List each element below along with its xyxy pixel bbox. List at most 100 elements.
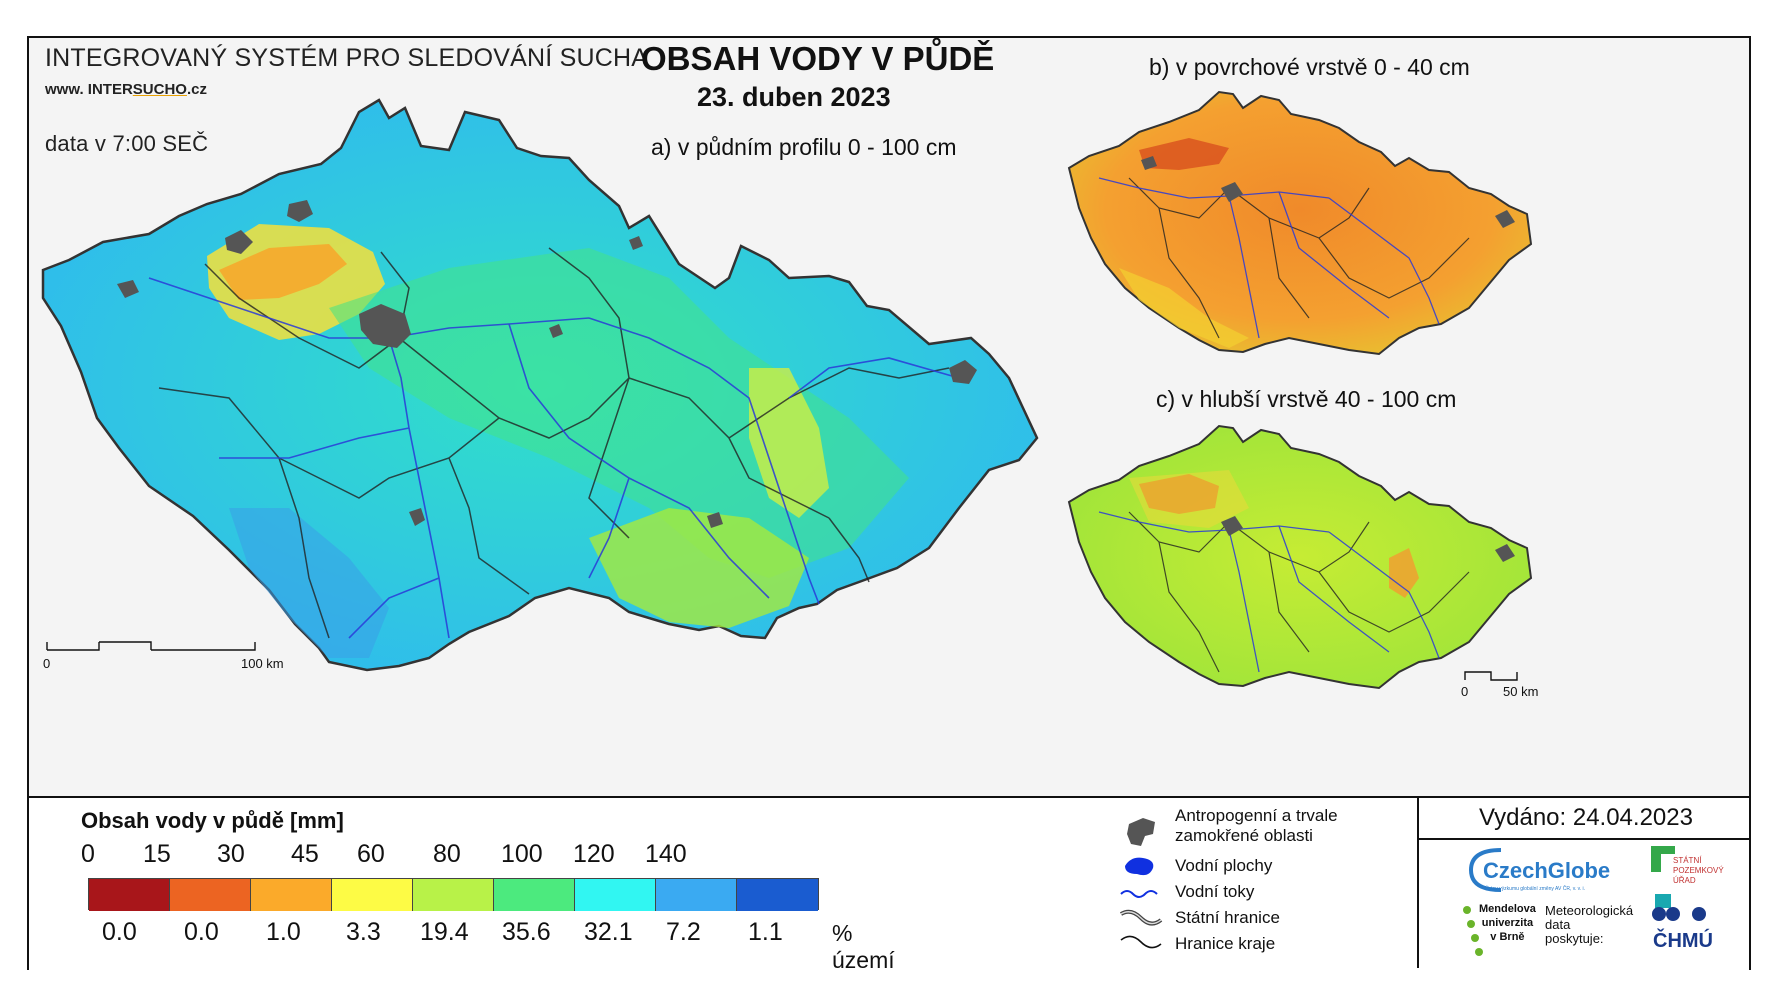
panel-b-map [1067,90,1533,356]
legend-swatch-7 [656,879,737,911]
region-border-icon [1120,935,1162,949]
green-zone-south [589,508,809,628]
mendelu-logo-icon [1463,906,1483,956]
legend-title: Obsah vody v půdě [mm] [81,808,344,833]
legend-percent-row: 0.0 0.0 1.0 3.3 19.4 35.6 32.1 7.2 1.1 %… [88,918,895,973]
rivers-b [1098,177,1440,339]
legend-swatch-8 [737,879,818,911]
chmu-logo-text: ČHMÚ [1653,930,1713,952]
legend-percent: 1.0 [266,918,301,946]
panel-b-label: b) v povrchové vrstvě 0 - 40 cm [1149,54,1470,80]
anthropogenic-area-icon [1127,818,1155,846]
anthropogenic-areas-b [1141,156,1515,228]
scalebar-main-zero: 0 [43,656,51,671]
region-borders-b [1128,177,1470,339]
mendelu-logo-text: Mendelova univerzita v Brně [1479,902,1536,944]
legend-panel: Obsah vody v půdě [mm] 0 15 30 45 60 80 … [29,796,1749,973]
website-link[interactable]: www. INTERSUCHO.cz [45,81,207,98]
website-suffix: .cz [186,81,207,98]
region-borders-c [1128,511,1470,673]
legend-color-bar [88,878,819,911]
moderate-zone-central [329,248,909,578]
legend-swatch-2 [251,879,332,911]
legend-break: 30 [217,840,245,868]
legend-percent: 3.3 [346,918,381,946]
very-dry-zone [219,244,347,300]
spu-logo-text: STÁTNÍ POZEMKOVÝ ÚŘAD [1673,856,1724,886]
legend-percent: 19.4 [420,918,469,946]
legend-break: 80 [433,840,461,868]
legend-break: 45 [291,840,319,868]
panel-a-label: a) v půdním profilu 0 - 100 cm [651,134,957,160]
country-outline-b [1067,90,1533,356]
mendel-line1: Mendelova [1479,903,1536,915]
symbol-legend-icons [1119,818,1163,949]
legend-break: 15 [143,840,171,868]
legend-percent: 0.0 [102,918,137,946]
water-body-icon [1125,857,1154,876]
country-outline-c [1067,424,1533,690]
czechglobe-tagline: Ústav výzkumu globální změny AV ČR, v. v… [1485,886,1586,892]
blue-zone-southwest [229,508,389,658]
legend-break: 0 [81,840,95,868]
meteo-line2: data [1545,917,1571,932]
mendel-line2: univerzita [1481,917,1534,929]
legend-break: 60 [357,840,385,868]
scalebar-main [46,641,256,651]
legend-swatch-1 [170,879,251,911]
spu-line3: ÚŘAD [1673,876,1696,885]
anthropogenic-areas-a [117,200,977,528]
issuer-divider [1419,838,1749,840]
legend-swatch-6 [575,879,656,911]
issued-date: Vydáno: 24.04.2023 [1479,804,1693,831]
rivers-c [1098,511,1440,673]
chmu-logo-icon [1652,907,1706,921]
legend-percent: 0.0 [184,918,219,946]
meteo-line1: Meteorologická [1545,903,1634,918]
panel-c-label: c) v hlubší vrstvě 40 - 100 cm [1156,386,1457,412]
legend-swatch-0 [89,879,170,911]
panel-b-deep-orange [1139,138,1229,170]
anthropogenic-areas-c [1221,516,1515,562]
legend-break: 120 [573,840,615,868]
system-title: INTEGROVANÝ SYSTÉM PRO SLEDOVÁNÍ SUCHA [45,44,649,72]
map-area: INTEGROVANÝ SYSTÉM PRO SLEDOVÁNÍ SUCHA w… [29,38,1749,796]
website-highlight: SUCHO [132,81,187,98]
spu-logo-icon [1651,846,1675,908]
legend-breaks: 0 15 30 45 60 80 100 120 140 [81,840,761,870]
scalebar-main-end: 100 km [241,656,284,671]
panel-c-map [1067,424,1533,690]
state-border-label: Státní hranice [1175,908,1280,927]
region-borders-a [158,247,950,639]
map-date: 23. duben 2023 [697,82,891,112]
legend-percent: 35.6 [502,918,551,946]
spu-line2: POZEMKOVÝ [1673,866,1724,875]
panel-c-orange-east [1389,548,1419,598]
legend-percent: 7.2 [666,918,701,946]
meteo-data-text: Meteorologická data poskytuje: [1545,904,1633,946]
legend-swatch-4 [413,879,494,911]
scalebar-small-end: 50 km [1503,684,1539,699]
scalebar-small [1464,671,1518,681]
meteo-line3: poskytuje: [1545,931,1604,946]
rivers-label: Vodní toky [1175,882,1255,901]
legend-percent: 32.1 [584,918,633,946]
spu-line1: STÁTNÍ [1673,856,1702,865]
rivers-a [148,277,960,639]
yellow-zone-moravia [749,368,829,518]
region-border-label: Hranice kraje [1175,934,1276,953]
mendel-line3: v Brně [1490,931,1525,943]
czechglobe-logo: CzechGlobe [1483,858,1611,883]
panel-a-map [41,98,1039,672]
legend-swatch-3 [332,879,413,911]
czechglobe-icon [1468,848,1502,892]
panel-b-yellow [1119,268,1249,348]
anthropogenic-label: Antropogenní a trvale zamokřené oblasti [1175,806,1338,845]
legend-percent: 1.1 [748,918,783,946]
water-bodies-label: Vodní plochy [1175,856,1273,875]
soil-moisture-map [41,90,1533,690]
website-prefix: www. INTER [45,81,133,98]
legend-break: 100 [501,840,543,868]
map-frame: INTEGROVANÝ SYSTÉM PRO SLEDOVÁNÍ SUCHA w… [27,36,1751,973]
state-border-icon-inner [1120,911,1162,925]
